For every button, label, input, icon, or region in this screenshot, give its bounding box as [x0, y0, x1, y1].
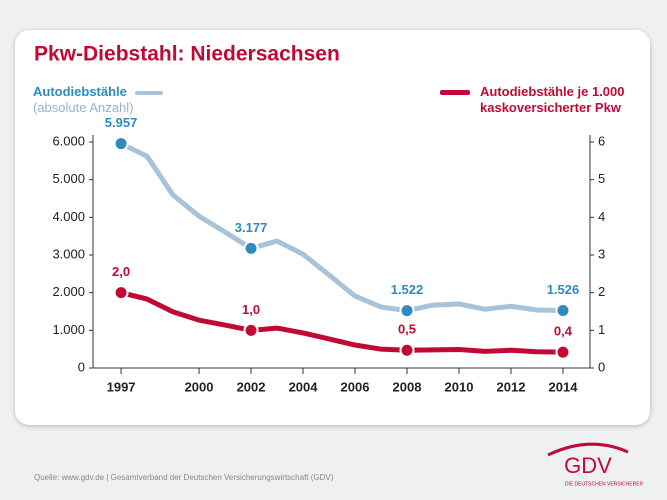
y-tick-label: 6.000	[52, 133, 85, 148]
series-line	[119, 141, 564, 314]
point-marker	[243, 322, 259, 338]
point-marker	[399, 303, 415, 319]
x-tick-label: 2010	[445, 379, 474, 394]
point-marker	[113, 136, 129, 152]
y-tick-label: 1.000	[52, 322, 85, 337]
legend-entry: Autodiebstähle (absolute Anzahl)	[33, 84, 163, 116]
legend-label: Autodiebstähle je 1.000 kaskoversicherte…	[480, 84, 625, 115]
y2-tick-label: 0	[598, 359, 605, 374]
legend-note: (absolute Anzahl)	[33, 100, 134, 115]
legend-swatch	[134, 90, 163, 95]
data-label: 1,0	[242, 302, 260, 317]
y-tick-label: 2.000	[52, 284, 85, 299]
data-label: 1.522	[391, 282, 424, 297]
data-label: 0,5	[398, 322, 416, 337]
x-tick-label: 2004	[289, 379, 319, 394]
point-marker	[243, 240, 259, 256]
legend-label: Autodiebstähle	[33, 84, 127, 99]
logo-arc	[547, 442, 629, 457]
point-marker	[555, 344, 571, 360]
chart-title: Pkw-Diebstahl: Niedersachsen	[34, 43, 340, 66]
y2-tick-label: 4	[598, 209, 605, 224]
data-label: 0,4	[554, 324, 573, 339]
series-line	[120, 290, 564, 355]
y2-tick-label: 6	[598, 133, 605, 148]
y-tick-label: 5.000	[52, 171, 85, 186]
x-tick-label: 2002	[237, 379, 266, 394]
y2-tick-label: 2	[598, 284, 605, 299]
x-tick-label: 2008	[393, 379, 422, 394]
legend-entry: Autodiebstähle je 1.000 kaskoversicherte…	[440, 84, 625, 116]
x-tick-label: 2000	[185, 379, 214, 394]
source: Quelle: www.gdv.de | Gesamtverband der D…	[34, 473, 334, 482]
legend-swatch	[440, 90, 470, 95]
logo: GDV	[564, 453, 612, 478]
y2-tick-label: 5	[598, 171, 605, 186]
logo-tagline: DIE DEUTSCHEN VERSICHERER	[565, 481, 644, 487]
data-label: 2,0	[112, 264, 130, 279]
x-tick-label: 2012	[497, 379, 526, 394]
data-label: 3.177	[235, 220, 268, 235]
point-marker	[113, 285, 129, 301]
y-tick-label: 0	[78, 359, 85, 374]
y2-tick-label: 3	[598, 246, 605, 261]
point-marker	[399, 342, 415, 358]
data-label: 1.526	[547, 282, 580, 297]
x-tick-label: 1997	[107, 379, 136, 394]
chart-card	[15, 30, 650, 425]
x-tick-label: 2014	[549, 379, 579, 394]
y2-tick-label: 1	[598, 322, 605, 337]
y-tick-label: 3.000	[52, 246, 85, 261]
x-tick-label: 2006	[341, 379, 370, 394]
data-label: 5.957	[105, 115, 138, 130]
point-marker	[555, 303, 571, 319]
y-tick-label: 4.000	[52, 209, 85, 224]
